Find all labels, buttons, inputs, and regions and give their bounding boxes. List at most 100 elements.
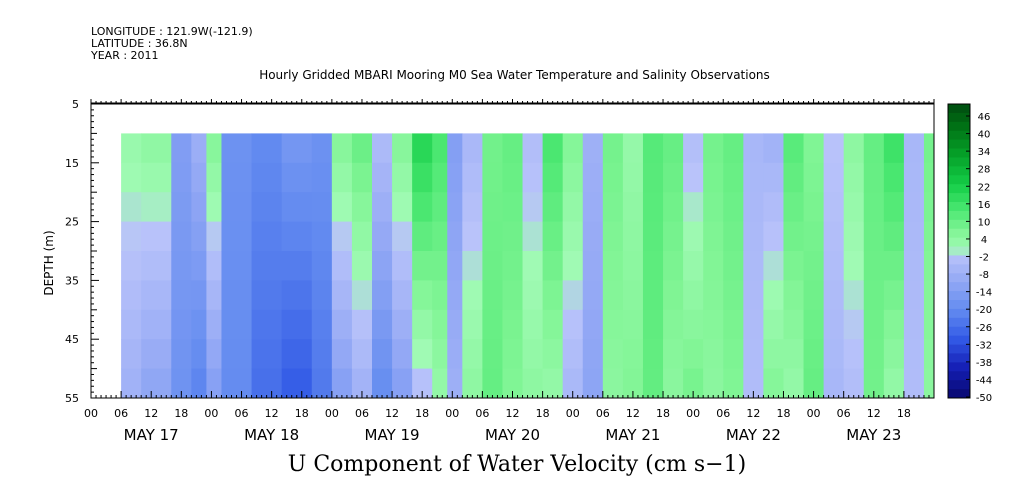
heatmap-cell xyxy=(311,368,333,399)
x-hour-label: 00 xyxy=(807,407,821,420)
heatmap-cell xyxy=(191,339,207,370)
heatmap-cell xyxy=(903,133,925,164)
heatmap-cell xyxy=(171,339,192,370)
heatmap-cell xyxy=(883,221,905,252)
heatmap-cell xyxy=(903,192,925,223)
heatmap-cell xyxy=(542,280,564,311)
heatmap-cell xyxy=(432,368,448,399)
heatmap-cell xyxy=(763,221,784,252)
x-hour-label: 00 xyxy=(686,407,700,420)
heatmap-cell xyxy=(372,339,393,370)
y-tick-label: 5 xyxy=(72,98,79,111)
heatmap-cell xyxy=(663,251,684,281)
colorbar-band xyxy=(948,389,970,399)
latitude-label: LATITUDE : 36.8N xyxy=(91,37,188,50)
heatmap-cell xyxy=(351,162,373,193)
heatmap-cell xyxy=(221,192,253,223)
heatmap-cell xyxy=(823,309,845,340)
colorbar-band xyxy=(948,237,970,247)
heatmap-cell xyxy=(683,251,704,281)
heatmap-cell xyxy=(447,251,463,281)
heatmap-cell xyxy=(251,280,283,311)
heatmap-cell xyxy=(542,133,564,164)
heatmap-cell xyxy=(141,368,172,399)
heatmap-cell xyxy=(221,251,253,281)
colorbar-band xyxy=(948,264,970,274)
x-hour-label: 18 xyxy=(174,407,188,420)
heatmap-cell xyxy=(582,192,604,223)
heatmap-cell xyxy=(412,221,433,252)
heatmap-cell xyxy=(803,339,825,370)
heatmap-cell xyxy=(923,162,935,193)
x-hour-label: 12 xyxy=(144,407,158,420)
heatmap-cell xyxy=(923,309,935,340)
x-hour-label: 06 xyxy=(716,407,730,420)
heatmap-cell xyxy=(171,309,192,340)
x-hour-label: 06 xyxy=(114,407,128,420)
heatmap-cell xyxy=(542,192,564,223)
heatmap-cell xyxy=(562,192,584,223)
heatmap-cell xyxy=(141,192,172,223)
heatmap-cell xyxy=(562,162,584,193)
heatmap-cell xyxy=(502,309,524,340)
heatmap-cell xyxy=(191,192,207,223)
colorbar-band xyxy=(948,157,970,167)
heatmap-cell xyxy=(331,251,353,281)
colorbar-band xyxy=(948,317,970,328)
heatmap-cell xyxy=(462,280,483,311)
heatmap-cell xyxy=(502,251,524,281)
heatmap-cell xyxy=(562,280,584,311)
variable-title: U Component of Water Velocity (cm s−1) xyxy=(287,452,747,477)
heatmap-cell xyxy=(803,368,825,399)
heatmap-cell xyxy=(622,280,644,311)
colorbar-band xyxy=(948,344,970,354)
heatmap-cell xyxy=(723,133,744,164)
heatmap-cell xyxy=(903,368,925,399)
heatmap-cell xyxy=(221,133,253,164)
heatmap-cell xyxy=(392,192,413,223)
heatmap-cell xyxy=(392,280,413,311)
heatmap-cell xyxy=(883,251,905,281)
heatmap-cell xyxy=(843,251,865,281)
colorbar-label: 28 xyxy=(978,165,991,176)
heatmap-cell xyxy=(372,192,393,223)
x-hour-label: 06 xyxy=(475,407,489,420)
heatmap-cell xyxy=(743,133,764,164)
heatmap-cell xyxy=(311,162,333,193)
heatmap-cell xyxy=(823,221,845,252)
x-hour-label: 06 xyxy=(596,407,610,420)
heatmap-cell xyxy=(121,221,142,252)
heatmap-cell xyxy=(743,368,764,399)
heatmap-cell xyxy=(522,133,544,164)
heatmap-cell xyxy=(642,280,664,311)
heatmap-cell xyxy=(743,280,764,311)
heatmap-cell xyxy=(723,309,744,340)
heatmap-cell xyxy=(372,221,393,252)
heatmap-cell xyxy=(372,309,393,340)
heatmap-cell xyxy=(562,221,584,252)
heatmap-cell xyxy=(743,339,764,370)
heatmap-cell xyxy=(903,309,925,340)
heatmap-cell xyxy=(763,133,784,164)
heatmap-cell xyxy=(392,133,413,164)
heatmap-cell xyxy=(743,251,764,281)
heatmap-cell xyxy=(281,280,313,311)
heatmap-cell xyxy=(121,280,142,311)
heatmap-cell xyxy=(412,309,433,340)
heatmap-cell xyxy=(171,280,192,311)
heatmap-cell xyxy=(351,368,373,399)
heatmap-cell xyxy=(783,192,805,223)
colorbar-frame xyxy=(947,103,971,399)
heatmap-cell xyxy=(447,221,463,252)
colorbar-band xyxy=(948,273,970,283)
y-tick-label: 15 xyxy=(65,157,79,170)
heatmap-cell xyxy=(221,162,253,193)
x-hour-label: 06 xyxy=(235,407,249,420)
heatmap-cell xyxy=(823,162,845,193)
heatmap-cell xyxy=(823,280,845,311)
x-hour-label: 12 xyxy=(385,407,399,420)
heatmap-cell xyxy=(251,309,283,340)
heatmap-cell xyxy=(311,192,333,223)
colorbar-band xyxy=(948,139,970,149)
heatmap-cell xyxy=(482,339,503,370)
